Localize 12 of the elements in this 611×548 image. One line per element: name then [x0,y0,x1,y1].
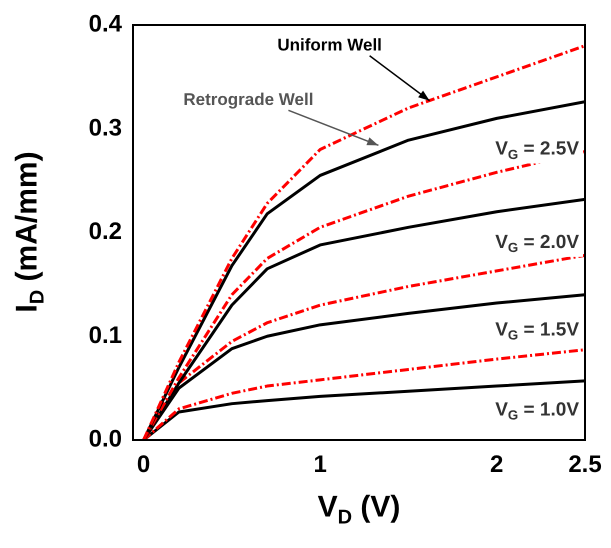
x-tick-label: 1 [313,451,327,478]
y-tick-label: 0.4 [88,10,123,38]
y-tick-label: 0.2 [88,218,122,246]
x-tick-label: 2 [490,451,504,478]
annotation: Retrograde Well [183,90,314,110]
annotation: Uniform Well [277,35,382,54]
x-tick-label: 2.5 [568,451,602,478]
y-tick-label: 0.0 [88,426,122,453]
y-tick-label: 0.3 [88,114,122,142]
y-tick-label: 0.1 [88,322,122,349]
x-tick-label: 0 [136,451,150,478]
x-axis-title: V$_{D}$ (V) [318,490,400,530]
